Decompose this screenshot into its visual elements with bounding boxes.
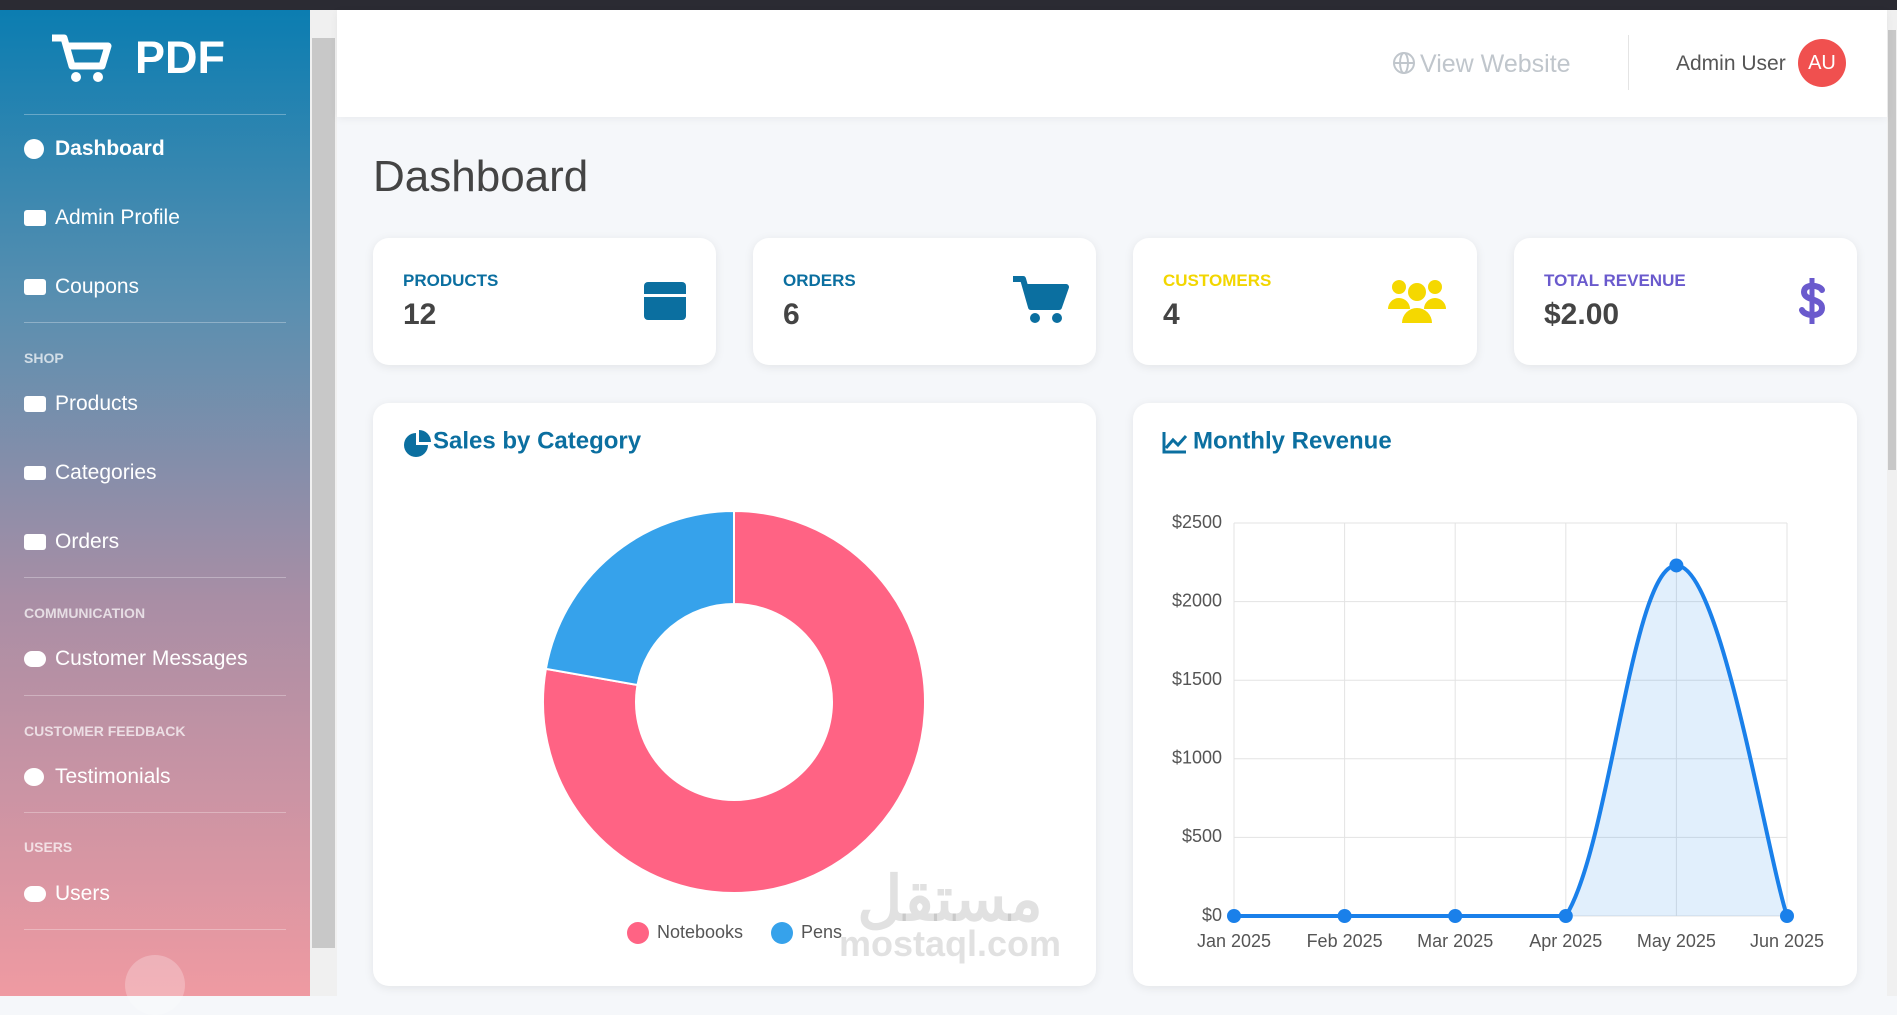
line-area bbox=[1234, 565, 1787, 916]
avatar[interactable]: AU bbox=[1798, 39, 1846, 87]
header-divider bbox=[1628, 35, 1629, 90]
chart: Sales by Category Notebooks Pens bbox=[404, 427, 926, 944]
icon bbox=[24, 210, 46, 226]
scroll-thumb bbox=[312, 38, 335, 948]
y-tick-label: $0 bbox=[1202, 905, 1222, 925]
stat-card: CUSTOMERS 4 bbox=[1133, 238, 1477, 365]
stat-value: $2.00 bbox=[1544, 298, 1620, 331]
x-tick-label: Jun 2025 bbox=[1750, 931, 1824, 951]
donut-segment bbox=[542, 509, 926, 894]
menu-item[interactable]: Testimonials bbox=[55, 765, 171, 788]
icon bbox=[24, 534, 46, 550]
divider bbox=[24, 577, 286, 578]
x-tick-label: Jan 2025 bbox=[1197, 931, 1271, 951]
stat-card: ORDERS 6 bbox=[753, 238, 1096, 365]
menu-item[interactable]: Categories bbox=[55, 461, 157, 484]
pie-icon bbox=[419, 430, 431, 442]
globe-icon bbox=[1393, 52, 1415, 74]
legend-swatch bbox=[771, 922, 793, 944]
y-tick-label: $500 bbox=[1182, 826, 1222, 846]
data-point bbox=[1669, 558, 1684, 573]
x-tick-label: Mar 2025 bbox=[1417, 931, 1493, 951]
y-tick-label: $1500 bbox=[1172, 669, 1222, 689]
icon bbox=[24, 396, 46, 412]
menu-heading: CUSTOMER FEEDBACK bbox=[24, 723, 186, 739]
stat-value: 12 bbox=[403, 298, 437, 331]
divider bbox=[24, 812, 286, 813]
users-icon bbox=[1388, 280, 1446, 323]
line-icon bbox=[1162, 432, 1188, 454]
stat-card: TOTAL REVENUE $2.00 bbox=[1514, 238, 1857, 365]
chart-card: Monthly Revenue $0 $500 $1000 $1500 $2000 $25… bbox=[1133, 403, 1857, 986]
menu-item[interactable]: Coupons bbox=[55, 275, 140, 298]
data-point bbox=[1227, 909, 1241, 923]
watermark: مستقل mostaql.com bbox=[839, 870, 1061, 964]
chart-card: Sales by Category Notebooks Pens bbox=[373, 403, 1096, 986]
icon bbox=[24, 651, 46, 667]
stat-card: PRODUCTS 12 bbox=[373, 238, 716, 365]
y-tick-label: $2000 bbox=[1172, 590, 1222, 610]
chart-title: Sales by Category bbox=[433, 427, 642, 454]
stat-label: ORDERS bbox=[783, 271, 856, 290]
stat-label: TOTAL REVENUE bbox=[1544, 271, 1686, 290]
scrollbar bbox=[1887, 10, 1897, 996]
box-icon bbox=[644, 282, 686, 320]
legend-swatch bbox=[627, 922, 649, 944]
menu-heading: USERS bbox=[24, 839, 73, 855]
chart-title: Monthly Revenue bbox=[1193, 427, 1392, 454]
page-title: Dashboard bbox=[373, 152, 589, 201]
divider bbox=[24, 929, 286, 930]
chart: Monthly Revenue $0 $500 $1000 $1500 $2000 $25… bbox=[1162, 427, 1824, 951]
scroll-thumb bbox=[1888, 30, 1896, 470]
icon bbox=[24, 139, 44, 159]
menu-heading: SHOP bbox=[24, 350, 64, 366]
menu-item[interactable]: Users bbox=[55, 882, 110, 905]
x-tick-label: May 2025 bbox=[1637, 931, 1716, 951]
logo-text: PDF bbox=[135, 32, 225, 83]
data-point bbox=[1337, 909, 1352, 923]
cart-icon bbox=[1013, 276, 1069, 323]
stat-label: CUSTOMERS bbox=[1163, 271, 1272, 290]
icon bbox=[24, 768, 44, 786]
y-tick-label: $2500 bbox=[1172, 512, 1222, 532]
divider bbox=[24, 695, 286, 696]
view-website-link[interactable]: View Website bbox=[1420, 50, 1571, 78]
menu-heading: COMMUNICATION bbox=[24, 605, 146, 621]
menu-item[interactable]: Admin Profile bbox=[55, 206, 180, 229]
x-tick-label: Feb 2025 bbox=[1307, 931, 1383, 951]
data-point bbox=[1558, 909, 1573, 923]
stat-value: 6 bbox=[783, 298, 800, 331]
data-point bbox=[1780, 909, 1794, 923]
data-point bbox=[1448, 909, 1463, 923]
x-tick-label: Apr 2025 bbox=[1529, 931, 1602, 951]
user-name[interactable]: Admin User bbox=[1676, 52, 1786, 75]
divider bbox=[24, 322, 286, 323]
stat-value: 4 bbox=[1163, 298, 1180, 331]
watermark-arabic: مستقل bbox=[857, 870, 1043, 934]
header: View Website Admin User AU bbox=[337, 10, 1887, 117]
menu-item[interactable]: Dashboard bbox=[55, 137, 165, 160]
collapse-button[interactable] bbox=[125, 955, 185, 1015]
top-bar bbox=[0, 0, 1897, 10]
icon bbox=[24, 466, 46, 480]
icon bbox=[24, 279, 46, 295]
y-tick-label: $1000 bbox=[1172, 748, 1222, 768]
scrollbar bbox=[310, 10, 337, 996]
pie-icon bbox=[404, 433, 428, 457]
logo-icon bbox=[52, 34, 112, 82]
dollar-icon bbox=[1799, 278, 1826, 324]
menu-item[interactable]: Customer Messages bbox=[55, 647, 248, 670]
donut-segment bbox=[544, 509, 735, 687]
menu-item[interactable]: Products bbox=[55, 392, 138, 415]
icon bbox=[24, 886, 46, 902]
legend-label: Pens bbox=[801, 922, 842, 942]
sidebar: PDF Dashboard Admin Profile Coupons SHOP… bbox=[0, 10, 310, 1015]
menu-item[interactable]: Orders bbox=[55, 530, 120, 553]
stat-label: PRODUCTS bbox=[403, 271, 499, 290]
watermark-latin: mostaql.com bbox=[839, 923, 1061, 964]
divider bbox=[24, 114, 286, 115]
legend-label: Notebooks bbox=[657, 922, 743, 942]
